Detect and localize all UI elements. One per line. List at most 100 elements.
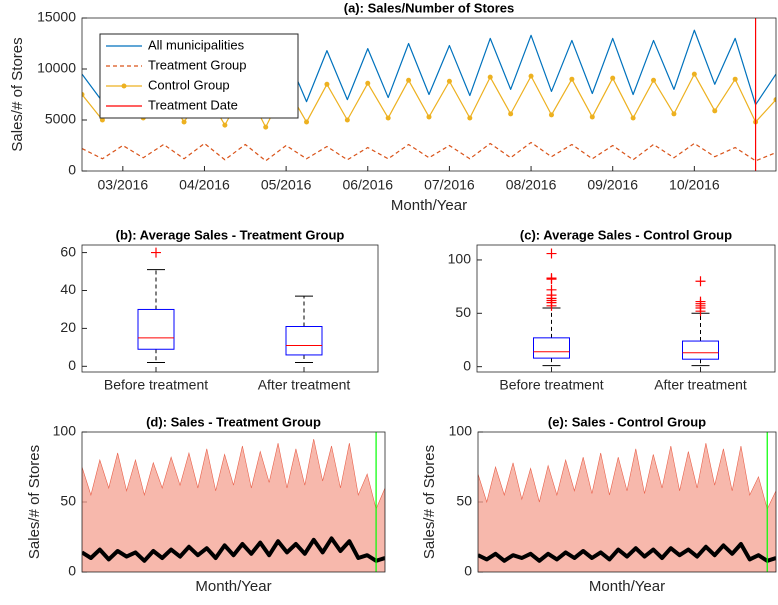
panel: (a): Sales/Number of Stores Sales/# of St… (9, 0, 777, 214)
y-tick-label: 0 (464, 563, 472, 579)
marker (467, 115, 473, 121)
x-tick-label: 06/2016 (342, 177, 393, 193)
area (82, 438, 385, 572)
legend-label: Control Group (148, 77, 230, 92)
y-tick-label: 50 (456, 493, 472, 509)
panel-title: (c): Average Sales - Control Group (520, 227, 732, 242)
marker (712, 108, 718, 114)
y-axis-label: Sales/# of Stores (421, 445, 438, 559)
marker (263, 124, 269, 130)
y-tick-label: 5000 (45, 111, 76, 127)
legend-label: Treatment Group (148, 57, 247, 72)
y-tick-label: 10000 (37, 60, 76, 76)
marker (691, 71, 697, 77)
legend-label: All municipalities (148, 37, 245, 52)
panel-title: (a): Sales/Number of Stores (344, 0, 515, 15)
axes-frame (81, 17, 777, 172)
marker (344, 117, 350, 123)
y-tick-label: 60 (60, 243, 76, 259)
marker (426, 114, 432, 120)
x-tick-label: After treatment (654, 377, 747, 393)
x-tick-label: Before treatment (104, 377, 208, 393)
y-tick-label: 0 (463, 357, 471, 373)
marker (446, 78, 452, 84)
marker (630, 115, 636, 121)
marker (222, 122, 228, 128)
panel-title: (e): Sales - Control Group (548, 414, 706, 429)
x-tick-label: 05/2016 (261, 177, 312, 193)
marker (732, 76, 738, 82)
line (82, 536, 385, 563)
marker (304, 119, 310, 125)
legend-label: Treatment Date (148, 97, 238, 112)
y-tick-label: 40 (60, 281, 76, 297)
marker (406, 77, 412, 83)
x-axis-label: Month/Year (391, 197, 467, 214)
axes-frame (476, 244, 776, 373)
panel: (e): Sales - Control Group Sales/# of Sto… (421, 414, 777, 595)
outlier (546, 284, 557, 295)
plot-area (82, 245, 378, 372)
marker (181, 119, 187, 125)
marker (610, 75, 616, 81)
y-tick-label: 50 (455, 304, 471, 320)
x-tick-label: 10/2016 (669, 177, 720, 193)
y-tick-label: 100 (448, 251, 472, 267)
panel: (c): Average Sales - Control Group 0 50 100… (448, 227, 776, 393)
axes-frame (81, 431, 386, 573)
marker (99, 117, 105, 123)
legend-marker (121, 83, 127, 89)
marker (671, 111, 677, 117)
marker (651, 77, 657, 83)
marker (569, 76, 575, 82)
y-tick-label: 100 (449, 423, 473, 439)
y-tick-label: 20 (60, 319, 76, 335)
marker (773, 97, 776, 103)
outlier (695, 296, 706, 307)
panel-title: (d): Sales - Treatment Group (146, 414, 321, 429)
series-layer (478, 443, 776, 572)
outlier (546, 248, 557, 259)
panel: (b): Average Sales - Treatment Group 0 20 4… (60, 227, 379, 393)
panel: (d): Sales - Treatment Group Sales/# of S… (26, 414, 386, 595)
panel-title: (b): Average Sales - Treatment Group (116, 227, 345, 242)
outlier (151, 247, 161, 258)
marker (324, 81, 330, 87)
marker (508, 111, 514, 117)
x-tick-label: 07/2016 (424, 177, 475, 193)
marker (528, 73, 534, 79)
marker (82, 92, 85, 97)
x-tick-label: 09/2016 (587, 177, 638, 193)
y-tick-label: 0 (68, 563, 76, 579)
box (137, 308, 175, 350)
legend-box (99, 33, 299, 119)
area (478, 443, 776, 572)
box (682, 340, 719, 360)
marker (589, 114, 595, 120)
x-tick-label: 04/2016 (179, 177, 230, 193)
plot-area (477, 245, 775, 372)
marker (385, 115, 391, 121)
y-axis-label: Sales/# of Stores (9, 37, 26, 151)
marker (548, 112, 554, 118)
x-axis-label: Month/Year (589, 578, 665, 595)
y-tick-label: 15000 (37, 9, 76, 25)
y-tick-label: 50 (60, 493, 76, 509)
x-tick-label: After treatment (258, 377, 351, 393)
axes-frame (477, 431, 777, 573)
marker (365, 80, 371, 86)
series-layer (82, 438, 385, 572)
x-axis-label: Month/Year (195, 578, 271, 595)
outlier (695, 276, 706, 287)
y-tick-label: 100 (53, 423, 77, 439)
line (478, 542, 776, 563)
axes-frame (81, 244, 379, 373)
x-tick-label: 03/2016 (98, 177, 149, 193)
y-axis-label: Sales/# of Stores (26, 445, 43, 559)
marker (487, 74, 493, 80)
y-tick-label: 0 (68, 162, 76, 178)
y-tick-label: 0 (68, 357, 76, 373)
box (285, 326, 323, 356)
x-tick-label: Before treatment (499, 377, 603, 393)
